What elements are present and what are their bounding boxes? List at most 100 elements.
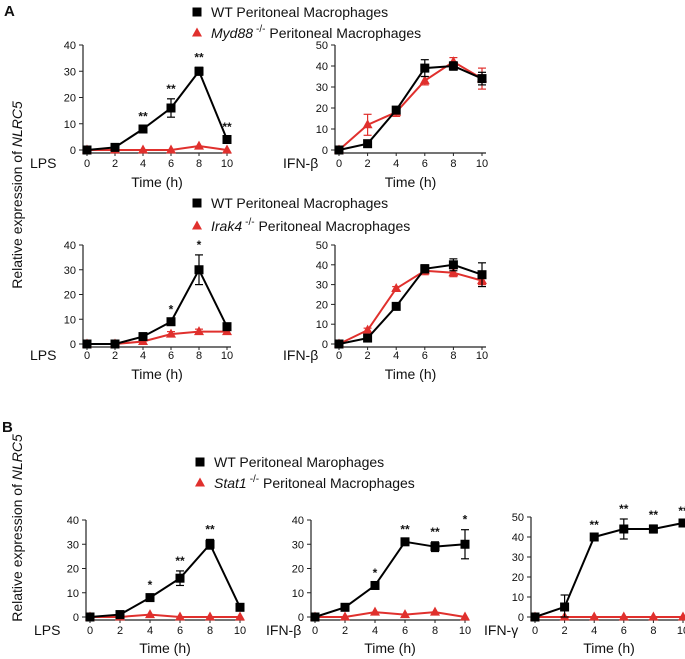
significance-marker: ** xyxy=(678,504,685,518)
y-tick-label: 10 xyxy=(512,592,524,604)
data-point xyxy=(678,518,685,528)
data-point xyxy=(138,144,148,154)
data-point xyxy=(82,145,92,155)
series-Irak4-/- xyxy=(334,265,487,348)
data-point xyxy=(400,537,410,547)
data-point xyxy=(166,144,176,154)
chart-A1-LPS: 0 10 20 30 40 0 2 4 6 8 10 LPS Time (h) ** ** ** ** xyxy=(30,40,233,190)
x-tick-label: 10 xyxy=(459,625,471,637)
series-line xyxy=(338,60,483,151)
y-tick-label: 0 xyxy=(322,145,328,157)
stimulus-label: IFN-γ xyxy=(484,622,518,638)
data-point xyxy=(340,602,350,612)
chart-A2-LPS: 0 10 20 30 40 0 2 4 6 8 10 LPS Time (h) * * xyxy=(30,238,233,382)
x-tick-label: 2 xyxy=(365,350,371,362)
y-tick-label: 30 xyxy=(512,552,524,564)
data-point xyxy=(166,328,176,338)
stimulus-label: IFN-β xyxy=(283,155,318,171)
y-tick-label: 10 xyxy=(316,319,328,331)
y-tick-label: 10 xyxy=(64,314,76,326)
data-point xyxy=(589,532,599,542)
data-point xyxy=(362,324,373,334)
legend-rest: Peritoneal Macrophages xyxy=(259,475,415,491)
data-point xyxy=(618,611,629,621)
chart-A2-IFNb: 0 10 20 30 40 50 0 2 4 6 8 10 IFN-β Time (h) xyxy=(283,240,488,382)
x-axis-title: Time (h) xyxy=(131,174,183,190)
data-point xyxy=(110,142,120,152)
series-Stat1-/- xyxy=(310,606,470,621)
x-tick-label: 4 xyxy=(393,158,399,170)
legend-square-icon xyxy=(195,457,205,467)
y-tick-label: 30 xyxy=(316,82,328,94)
x-tick-label: 8 xyxy=(196,158,202,170)
series-line xyxy=(89,542,241,618)
data-point xyxy=(145,593,155,603)
x-tick-label: 6 xyxy=(422,158,428,170)
x-tick-label: 10 xyxy=(221,350,233,362)
series-line xyxy=(338,263,483,345)
y-tick-label: 10 xyxy=(64,119,76,131)
series-line xyxy=(87,145,228,151)
data-point xyxy=(530,612,540,622)
data-point xyxy=(419,75,430,85)
series-line xyxy=(315,611,466,618)
data-point xyxy=(235,611,245,621)
x-tick-label: 4 xyxy=(372,625,378,637)
panel-letter-b: B xyxy=(2,419,13,436)
x-tick-label: 10 xyxy=(476,158,488,170)
y-tick-label: 50 xyxy=(316,40,328,52)
x-tick-label: 10 xyxy=(221,158,233,170)
y-tick-label: 20 xyxy=(67,564,79,576)
legend-entry-1: Myd88 -/- Peritoneal Macrophages xyxy=(211,24,421,41)
x-tick-label: 2 xyxy=(342,625,348,637)
x-axis-title: Time (h) xyxy=(139,640,191,656)
data-point xyxy=(363,333,373,343)
x-tick-label: 6 xyxy=(177,625,183,637)
data-point xyxy=(400,609,410,619)
chart-B-IFNg: 0 10 20 30 40 50 0 2 4 6 8 10 IFN-γ Time (h) ** ** ** ** xyxy=(484,502,685,656)
x-tick-label: 0 xyxy=(336,350,342,362)
x-tick-label: 4 xyxy=(140,350,146,362)
y-tick-label: 50 xyxy=(512,512,524,524)
data-point xyxy=(460,539,470,549)
y-tick-label: 20 xyxy=(64,93,76,105)
data-point xyxy=(678,611,685,621)
legend-gene: Stat1 xyxy=(214,475,247,491)
y-tick-label: 0 xyxy=(70,339,76,351)
legend-square-icon xyxy=(192,7,202,17)
stimulus-label: LPS xyxy=(30,155,56,171)
legend-square-icon xyxy=(192,198,202,208)
y-axis-label-b: Relative expression of NLRC5 xyxy=(9,434,25,622)
data-point xyxy=(85,612,95,622)
data-point xyxy=(370,606,380,616)
x-tick-label: 4 xyxy=(393,350,399,362)
x-tick-label: 8 xyxy=(450,350,456,362)
data-point xyxy=(363,139,373,149)
data-point xyxy=(448,61,458,71)
legend-A2: WT Peritoneal Macrophages Irak4 -/- Perito… xyxy=(192,195,410,234)
x-tick-label: 10 xyxy=(677,625,685,637)
significance-marker: * xyxy=(197,238,202,252)
significance-marker: ** xyxy=(400,522,410,536)
significance-marker: * xyxy=(169,302,174,316)
x-tick-label: 8 xyxy=(207,625,213,637)
y-tick-label: 10 xyxy=(292,588,304,600)
significance-marker: ** xyxy=(205,522,215,536)
x-tick-label: 10 xyxy=(476,350,488,362)
y-tick-label: 10 xyxy=(316,124,328,136)
y-tick-label: 40 xyxy=(292,515,304,527)
x-tick-label: 6 xyxy=(621,625,627,637)
y-tick-label: 20 xyxy=(512,572,524,584)
data-point xyxy=(589,611,600,621)
legend-sup: -/- xyxy=(256,24,265,35)
significance-marker: ** xyxy=(138,109,148,123)
x-tick-label: 4 xyxy=(591,625,597,637)
chart-A1-IFNb: 0 10 20 30 40 50 0 2 4 6 8 10 IFN-β Time (h) xyxy=(283,40,488,190)
data-point xyxy=(194,140,204,150)
data-point xyxy=(448,260,458,270)
data-point xyxy=(648,611,659,621)
legend-rest: Peritoneal Macrophages xyxy=(265,25,421,41)
data-point xyxy=(477,74,487,84)
